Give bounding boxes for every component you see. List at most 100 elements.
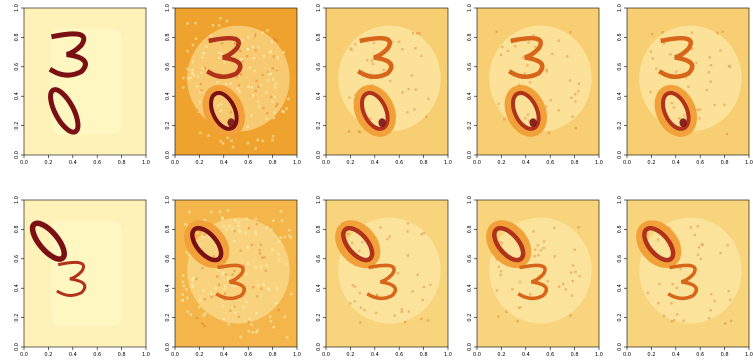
y-tick-label: 0.8 (14, 33, 20, 41)
noise-cell (571, 264, 575, 267)
noise-cell (570, 294, 574, 297)
y-tick-label: 0.2 (316, 122, 322, 130)
noise-cell (185, 251, 188, 254)
noise-cell (254, 147, 257, 150)
noise-cell (275, 287, 279, 290)
hot-spot (227, 118, 235, 128)
noise-cell (353, 42, 357, 46)
noise-cell (713, 103, 716, 107)
noise-cell (202, 289, 205, 292)
noise-cell (212, 255, 216, 258)
noise-cell (577, 82, 581, 85)
digit-zero-halo (636, 220, 682, 268)
noise-cell (542, 240, 546, 243)
noise-cell (719, 251, 722, 255)
noise-cell (420, 317, 423, 321)
noise-cell (223, 299, 226, 302)
y-tick-label: 0.0 (467, 151, 473, 159)
x-tick-label: 0.0 (473, 160, 481, 166)
noise-cell (233, 269, 236, 272)
x-tick-label: 0.8 (269, 160, 277, 166)
noise-cell (231, 273, 234, 276)
x-tick-label: 0.0 (322, 160, 330, 166)
y-tick-label: 0.4 (617, 92, 623, 100)
noise-cell (247, 330, 251, 333)
noise-cell (696, 108, 699, 111)
noise-cell (250, 114, 253, 117)
noise-cell (534, 45, 537, 49)
noise-cell (259, 265, 263, 268)
noise-cell (514, 45, 517, 48)
noise-cell (573, 93, 577, 96)
noise-cell (363, 308, 366, 312)
noise-cell (388, 79, 392, 83)
noise-cell (375, 294, 379, 297)
noise-cell (191, 285, 194, 288)
noise-cell (551, 52, 554, 56)
noise-cell (254, 48, 257, 52)
noise-cell (561, 282, 565, 286)
noise-cell (376, 293, 379, 297)
noise-cell (191, 60, 194, 63)
noise-cell (411, 290, 414, 293)
noise-cell (662, 42, 666, 45)
x-tick-label: 0.4 (672, 160, 680, 166)
x-tick-label: 0.6 (93, 160, 101, 166)
digit-zero (208, 90, 239, 131)
noise-cell (273, 86, 277, 89)
noise-cell (277, 252, 280, 256)
digit-three (667, 263, 699, 301)
noise-cell (425, 115, 428, 118)
noise-cell (269, 320, 273, 323)
noise-cell (725, 132, 729, 136)
noise-cell (247, 320, 251, 323)
noise-cell (573, 248, 576, 251)
noise-cell (569, 271, 573, 274)
noise-cell (247, 85, 250, 88)
noise-cell (222, 225, 225, 228)
noise-cell (564, 288, 567, 291)
y-tick-label: 0.8 (316, 33, 322, 41)
noise-cell (421, 298, 424, 302)
x-tick-label: 0.8 (721, 352, 729, 358)
noise-cell (397, 40, 401, 44)
noise-cell (255, 222, 259, 226)
noise-cell (690, 31, 694, 34)
noise-cell (222, 317, 225, 321)
noise-cell (186, 310, 190, 314)
noise-cell (246, 141, 250, 145)
x-tick-label: 0.4 (69, 352, 77, 358)
noise-cell (229, 309, 232, 312)
noise-cell (728, 65, 732, 69)
noise-cell (267, 287, 270, 291)
x-tick-label: 1.0 (595, 352, 603, 358)
noise-cell (353, 285, 357, 288)
noise-cell (256, 284, 260, 287)
noise-cell (209, 292, 213, 296)
noise-cell (186, 22, 189, 25)
x-tick-label: 0.8 (269, 352, 277, 358)
noise-cell (546, 280, 549, 283)
noise-cell (401, 48, 404, 51)
noise-cell (254, 331, 258, 334)
noise-cell (571, 279, 574, 283)
noise-cell (646, 291, 650, 295)
noise-cell (411, 32, 415, 35)
noise-cell (188, 210, 191, 214)
noise-cell (275, 82, 278, 86)
noise-cell (516, 320, 519, 323)
x-tick-label: 0.8 (721, 160, 729, 166)
noise-cell (649, 90, 652, 94)
noise-cell (403, 320, 407, 324)
noise-cell (646, 232, 649, 236)
noise-cell (235, 75, 238, 79)
y-tick-label: 0.0 (14, 343, 20, 351)
digit-zero-halo (654, 84, 698, 137)
noise-cell (499, 53, 503, 57)
noise-cell (388, 235, 391, 238)
noise-cell (262, 106, 265, 110)
noise-cell (257, 105, 261, 108)
noise-cell (225, 228, 228, 231)
noise-cell (689, 226, 693, 229)
